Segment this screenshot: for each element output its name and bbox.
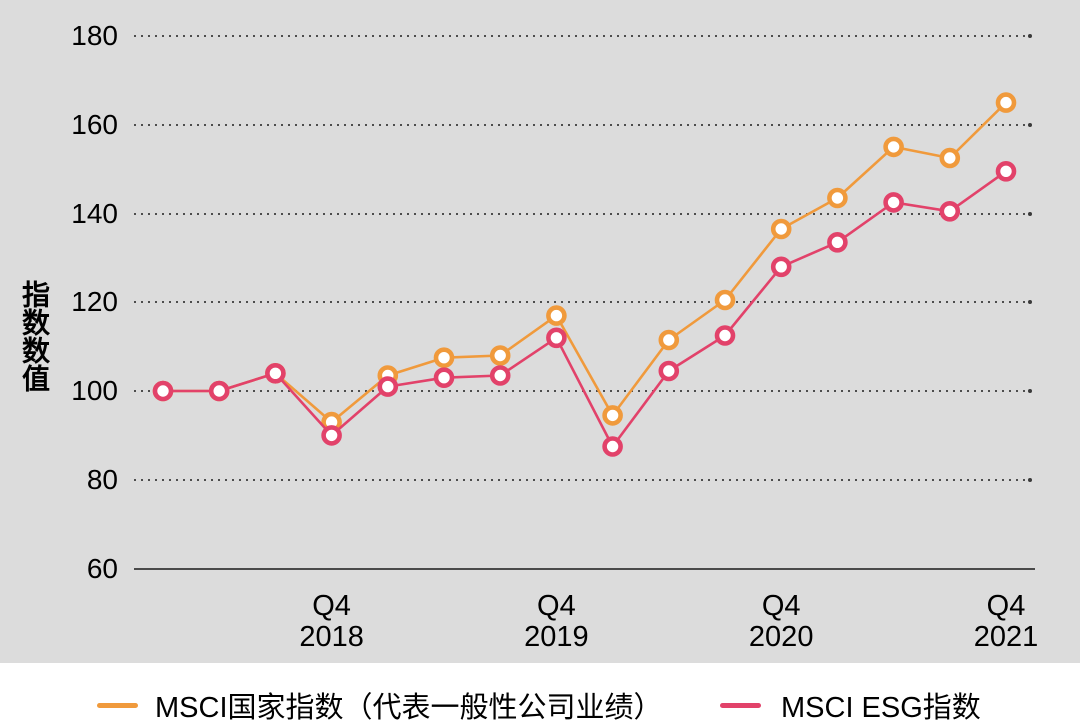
- data-point-marker-msci-esg-Q1 2021: [827, 232, 848, 253]
- y-tick-label-80: 80: [86, 463, 118, 495]
- gridline-100: [134, 389, 1032, 393]
- y-tick-label-180: 180: [71, 20, 118, 51]
- y-tick-label-160: 160: [71, 108, 118, 140]
- data-point-marker-msci-country-Q2 2021: [883, 136, 904, 158]
- data-point-marker-msci-country-Q2 2020: [658, 329, 680, 351]
- x-tick-label-2019: Q4 2019: [524, 590, 589, 653]
- gridline-end-dot: [1028, 34, 1032, 38]
- x-axis-baseline: [134, 567, 1035, 570]
- x-tick-label-2020: Q4 2020: [748, 590, 814, 653]
- legend-label: MSCI ESG指数: [781, 692, 981, 722]
- data-point-marker-msci-esg-Q2 2021: [883, 192, 904, 213]
- data-point-marker-msci-country-Q1 2020: [602, 405, 623, 426]
- data-point-marker-msci-country-Q3 2019: [489, 345, 511, 366]
- series-plot: [152, 92, 1017, 457]
- data-point-marker-msci-country-Q4 2019: [546, 305, 567, 326]
- legend-item-msci-esg-index: MSCI ESG指数: [720, 684, 981, 722]
- gridline-end-dot: [1028, 211, 1032, 216]
- gridline-end-dot: [1028, 300, 1032, 305]
- y-tick-label-140: 140: [71, 197, 118, 229]
- y-tick-label-120: 120: [71, 286, 118, 318]
- data-point-marker-msci-esg-Q2 2018: [208, 380, 230, 402]
- data-point-marker-msci-esg-Q4 2021: [995, 161, 1017, 182]
- data-point-marker-msci-country-Q2 2019: [433, 347, 455, 369]
- gridline-end-dot: [1028, 477, 1032, 482]
- data-point-marker-msci-esg-Q3 2021: [939, 201, 961, 222]
- data-point-marker-msci-country-Q3 2020: [714, 289, 736, 311]
- data-point-marker-msci-country-Q4 2021: [995, 92, 1017, 113]
- gridline-end-dot: [1028, 122, 1032, 127]
- data-point-marker-msci-esg-Q3 2020: [714, 325, 736, 346]
- gridline-140: [134, 211, 1032, 216]
- x-tick-label-2018: Q4 2018: [299, 590, 364, 653]
- legend: MSCI国家指数（代表一般性公司业绩） MSCI ESG指数: [0, 684, 1080, 722]
- y-tick-label-60: 60: [86, 552, 118, 584]
- gridline-160: [134, 122, 1032, 127]
- gridline-120: [134, 300, 1032, 305]
- data-point-marker-msci-esg-Q1 2020: [602, 436, 623, 457]
- data-point-marker-msci-country-Q4 2020: [770, 218, 792, 240]
- legend-swatch-pink: [720, 702, 761, 708]
- legend-swatch-orange: [97, 702, 138, 708]
- data-point-marker-msci-esg-Q1 2018: [152, 380, 174, 402]
- x-tick-label-2021: Q4 2021: [973, 590, 1039, 653]
- series-line-msci-country: [163, 101, 1007, 424]
- y-axis-title: 指数数值: [19, 280, 50, 392]
- data-point-marker-msci-esg-Q4 2018: [321, 425, 342, 446]
- series-line-msci-esg: [163, 170, 1007, 448]
- data-point-marker-msci-esg-Q2 2019: [433, 367, 455, 389]
- data-point-marker-msci-esg-Q1 2019: [377, 376, 399, 397]
- data-point-marker-msci-esg-Q3 2019: [489, 365, 511, 386]
- legend-label: MSCI国家指数（代表一般性公司业绩）: [155, 692, 663, 722]
- plot-area: 指数数值 180 160 140 120 100 80 60 Q4 2018 Q4 2019 Q…: [0, 0, 1080, 663]
- data-point-marker-msci-country-Q3 2021: [939, 147, 961, 169]
- gridline-end-dot: [1028, 389, 1032, 393]
- gridline-180: [134, 34, 1032, 38]
- data-point-marker-msci-esg-Q4 2019: [546, 327, 567, 349]
- gridline-80: [134, 477, 1032, 482]
- data-point-marker-msci-esg-Q4 2020: [770, 256, 792, 278]
- legend-item-msci-country-index: MSCI国家指数（代表一般性公司业绩）: [97, 684, 663, 722]
- data-point-marker-msci-esg-Q3 2018: [265, 362, 286, 384]
- data-point-marker-msci-country-Q1 2021: [827, 187, 848, 209]
- data-point-marker-msci-esg-Q2 2020: [658, 360, 680, 382]
- y-tick-label-100: 100: [71, 375, 118, 406]
